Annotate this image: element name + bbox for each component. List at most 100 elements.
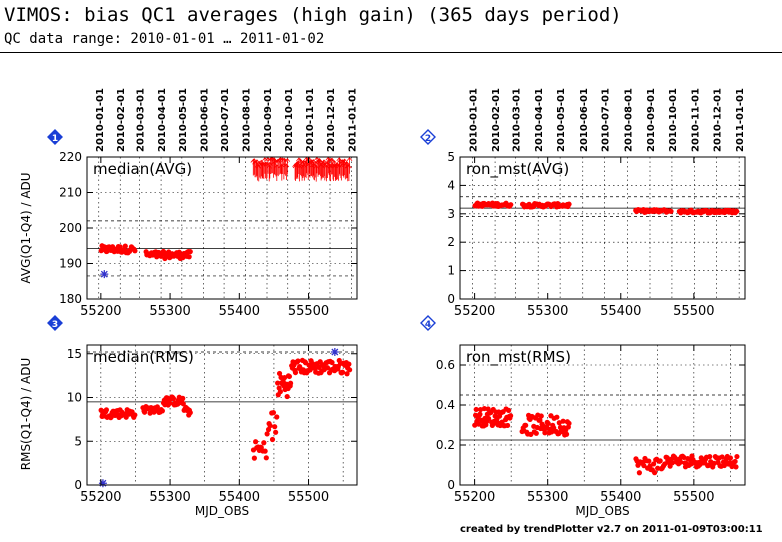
panel-number-badge <box>420 129 436 145</box>
star-point <box>98 479 107 488</box>
x-tick-label: 55500 <box>288 490 329 505</box>
data-point <box>329 359 335 366</box>
data-point <box>508 202 514 208</box>
x-tick-label: 55500 <box>673 490 714 505</box>
date-label: 2010-11-01 <box>691 88 702 152</box>
data-point <box>344 371 350 377</box>
y-axis-label: AVG(Q1-Q4) / ADU <box>19 172 33 283</box>
data-point <box>347 367 353 373</box>
data-point <box>727 455 734 461</box>
data-point <box>261 440 267 446</box>
date-label: 2010-03-01 <box>136 88 147 152</box>
date-label: 2010-04-01 <box>157 88 168 152</box>
plot-frame <box>459 156 746 300</box>
data-point <box>187 410 193 416</box>
x-tick-label: 55300 <box>527 490 568 505</box>
data-point <box>270 410 277 416</box>
data-point <box>646 458 652 464</box>
panel-label: median(RMS) <box>93 348 194 366</box>
offscale-arrow <box>266 164 273 182</box>
data-point <box>485 415 492 422</box>
date-label: 2010-09-01 <box>646 88 657 152</box>
offscale-arrow <box>284 158 291 175</box>
data-point <box>277 389 283 395</box>
data-point <box>103 407 110 413</box>
page-subtitle: QC data range: 2010-01-01 … 2011-01-02 <box>4 31 325 47</box>
date-label: 2010-04-01 <box>534 88 545 152</box>
data-point <box>159 408 165 414</box>
data-point <box>554 414 560 420</box>
y-tick-label: 0 <box>447 292 455 306</box>
data-point <box>537 417 543 423</box>
data-point <box>167 400 173 406</box>
y-tick-label: 15 <box>67 347 82 361</box>
x-tick-label: 55500 <box>673 304 714 319</box>
date-label: 2010-08-01 <box>242 88 253 152</box>
data-point <box>657 458 663 464</box>
data-point <box>186 254 192 260</box>
data-point <box>563 431 570 437</box>
y-tick-label: 1 <box>447 264 455 278</box>
data-point <box>251 455 257 461</box>
data-point <box>538 413 544 419</box>
star-point <box>100 270 109 279</box>
data-point <box>506 407 512 413</box>
data-point <box>733 464 739 470</box>
data-point <box>180 401 186 407</box>
offscale-arrow <box>346 164 352 181</box>
data-point <box>267 423 273 429</box>
offscale-arrow <box>312 160 319 178</box>
panel-number: 1 <box>52 134 58 144</box>
x-tick-label: 55500 <box>288 304 329 319</box>
offscale-arrow <box>328 157 334 175</box>
data-point <box>339 369 346 375</box>
data-point <box>523 422 529 428</box>
y-tick-label: 220 <box>59 150 82 164</box>
x-tick-label: 55300 <box>527 304 568 319</box>
plot-frame <box>86 344 358 486</box>
data-point <box>711 460 717 466</box>
title-divider <box>0 52 782 53</box>
x-tick-label: 55300 <box>149 304 190 319</box>
offscale-arrow <box>283 163 290 180</box>
y-tick-label: 5 <box>447 150 455 164</box>
panel-number: 3 <box>52 320 58 330</box>
data-point <box>132 248 138 254</box>
date-label: 2011-01-01 <box>735 88 746 152</box>
date-label: 2010-09-01 <box>263 88 274 152</box>
date-label: 2010-10-01 <box>668 88 679 152</box>
y-tick-label: 200 <box>59 221 82 235</box>
panel-label: ron_mst(AVG) <box>466 160 569 179</box>
data-point <box>272 424 278 430</box>
x-tick-label: 55200 <box>454 490 495 505</box>
offscale-arrow <box>331 160 338 177</box>
data-point <box>295 358 301 364</box>
data-point <box>273 429 279 435</box>
date-label: 2010-07-01 <box>601 88 612 152</box>
data-point <box>719 454 725 460</box>
date-label: 2010-12-01 <box>326 88 337 152</box>
data-point <box>504 422 511 429</box>
y-axis-label: RMS(Q1-Q4) / ADU <box>19 358 33 471</box>
x-axis-label: MJD_OBS <box>195 504 249 518</box>
data-point <box>286 373 293 380</box>
data-point <box>734 453 740 460</box>
date-label: 2010-06-01 <box>579 88 590 152</box>
data-point <box>187 249 193 255</box>
panel-number-badge <box>47 129 63 145</box>
data-point <box>668 208 674 214</box>
page-title: VIMOS: bias QC1 averages (high gain) (36… <box>4 4 622 26</box>
panel-number: 4 <box>425 320 431 330</box>
data-point <box>641 463 647 469</box>
data-point <box>566 201 572 207</box>
offscale-arrow <box>344 161 350 179</box>
data-point <box>477 411 483 417</box>
offscale-arrow <box>346 157 353 174</box>
date-label: 2011-01-01 <box>347 88 358 152</box>
x-tick-label: 55400 <box>219 490 260 505</box>
y-tick-label: 0 <box>74 478 82 492</box>
data-point <box>732 458 738 465</box>
data-point <box>734 208 740 214</box>
y-tick-label: 10 <box>67 391 82 405</box>
